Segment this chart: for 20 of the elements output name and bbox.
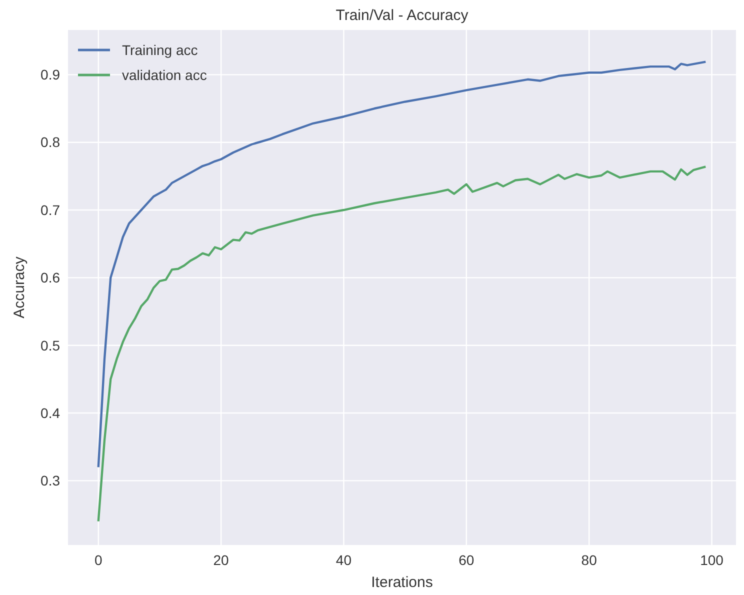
y-tick-label: 0.5 (40, 337, 60, 354)
x-axis-title: Iterations (371, 574, 433, 591)
x-tick-label: 40 (336, 552, 352, 568)
y-tick-label: 0.9 (40, 66, 60, 83)
line-series (97, 60, 707, 468)
chart-title: Train/Val - Accuracy (336, 7, 469, 24)
x-tick-label: 60 (458, 552, 474, 568)
y-tick-label: 0.8 (40, 134, 60, 150)
line-series (97, 166, 707, 522)
y-tick-label: 0.6 (40, 270, 60, 286)
y-tick-label: 0.3 (40, 472, 60, 489)
legend-label: validation acc (122, 66, 207, 83)
x-tick-label: 80 (581, 552, 598, 568)
y-tick-label: 0.7 (40, 202, 60, 218)
x-tick-label: 0 (94, 552, 102, 568)
x-tick-label: 100 (700, 552, 724, 568)
y-axis-title: Accuracy (11, 256, 28, 318)
y-tick-label: 0.4 (40, 404, 60, 421)
x-tick-label: 20 (213, 552, 230, 568)
legend-label: Training acc (122, 42, 198, 58)
